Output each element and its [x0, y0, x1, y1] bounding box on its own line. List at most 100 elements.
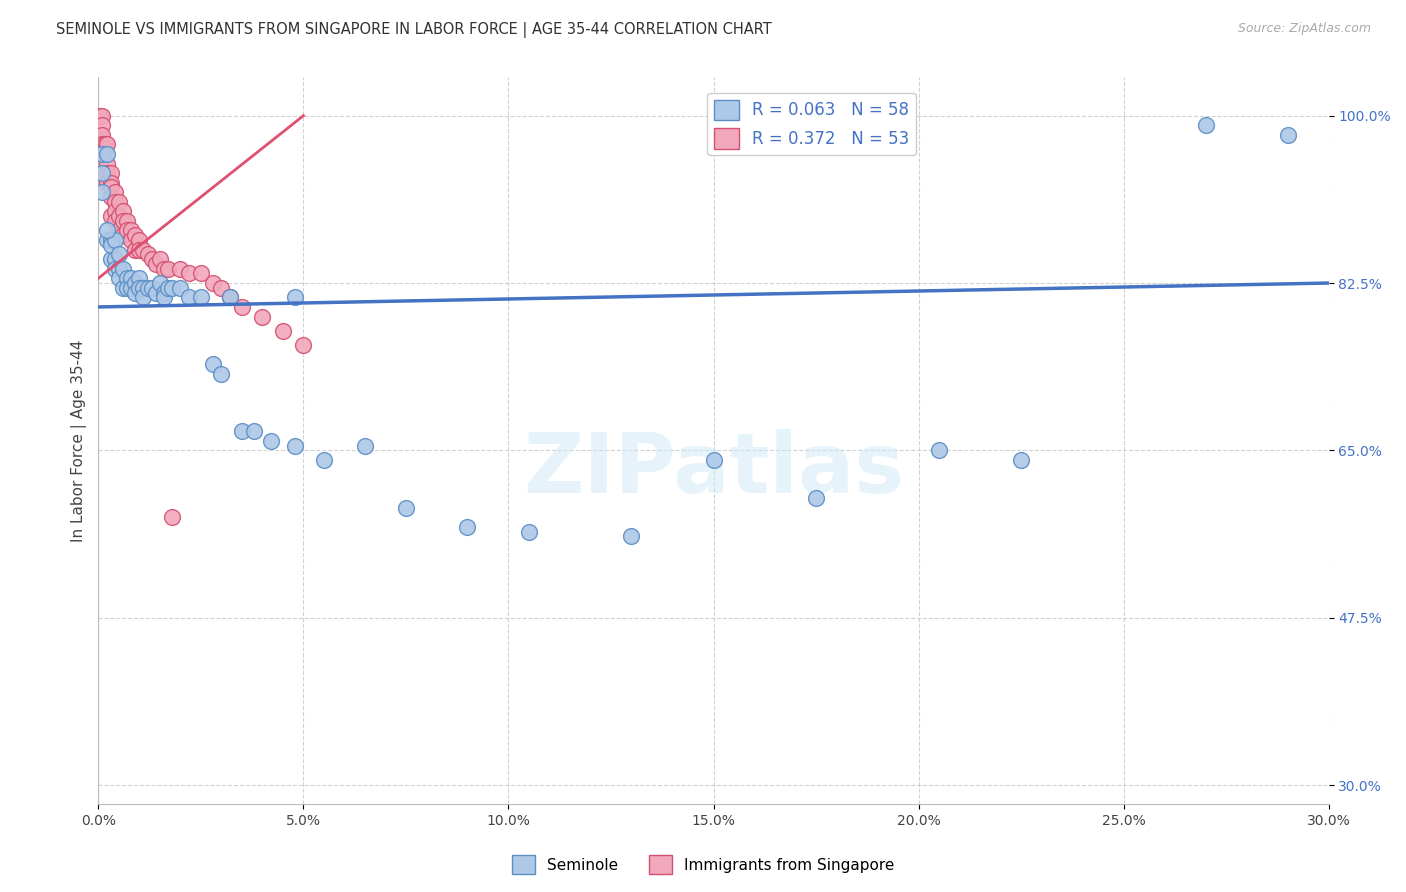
Point [104, 261, 127, 276]
Point [96, 156, 118, 170]
Point [312, 453, 335, 467]
Point [190, 267, 212, 281]
Point [149, 276, 172, 290]
Point [111, 228, 134, 243]
Point [115, 271, 138, 285]
Point [190, 290, 212, 304]
Point [100, 166, 122, 180]
Point [141, 252, 163, 267]
Point [177, 290, 200, 304]
Point [153, 261, 176, 276]
Point [100, 233, 122, 247]
Point [132, 243, 155, 257]
Point [702, 453, 724, 467]
Point [124, 285, 146, 300]
Point [157, 281, 180, 295]
Point [153, 290, 176, 304]
Point [108, 271, 131, 285]
Point [456, 520, 478, 534]
Point [104, 185, 127, 199]
Point [91, 185, 114, 199]
Point [89, 109, 111, 123]
Legend: R = 0.063   N = 58, R = 0.372   N = 53: R = 0.063 N = 58, R = 0.372 N = 53 [707, 93, 917, 155]
Point [115, 214, 138, 228]
Point [136, 247, 159, 261]
Point [111, 214, 134, 228]
Point [160, 281, 183, 295]
Point [517, 524, 540, 539]
Point [136, 281, 159, 295]
Point [231, 424, 253, 438]
Point [120, 271, 142, 285]
Point [96, 137, 118, 152]
Point [108, 194, 131, 209]
Point [218, 290, 240, 304]
Point [177, 267, 200, 281]
Point [209, 367, 232, 381]
Point [202, 276, 225, 290]
Text: SEMINOLE VS IMMIGRANTS FROM SINGAPORE IN LABOR FORCE | AGE 35-44 CORRELATION CHA: SEMINOLE VS IMMIGRANTS FROM SINGAPORE IN… [56, 22, 772, 38]
Point [928, 443, 950, 458]
Point [93, 142, 115, 156]
Point [1010, 453, 1032, 467]
Point [804, 491, 827, 506]
Point [395, 500, 418, 515]
Point [89, 128, 111, 142]
Point [100, 209, 122, 223]
Point [252, 310, 274, 324]
Point [231, 300, 253, 314]
Point [91, 137, 114, 152]
Point [271, 324, 294, 338]
Point [120, 223, 142, 237]
Point [149, 252, 172, 267]
Point [96, 233, 118, 247]
Point [104, 214, 127, 228]
Legend: Seminole, Immigrants from Singapore: Seminole, Immigrants from Singapore [506, 849, 900, 880]
Text: Source: ZipAtlas.com: Source: ZipAtlas.com [1237, 22, 1371, 36]
Point [145, 285, 167, 300]
Point [91, 109, 114, 123]
Point [100, 252, 122, 267]
Point [284, 290, 307, 304]
Point [115, 281, 138, 295]
Point [104, 194, 127, 209]
Point [145, 257, 167, 271]
Point [354, 439, 377, 453]
Point [209, 281, 232, 295]
Point [292, 338, 315, 352]
Point [120, 233, 142, 247]
Point [100, 237, 122, 252]
Point [128, 243, 150, 257]
Point [124, 276, 146, 290]
Point [104, 233, 127, 247]
Point [111, 204, 134, 219]
Point [108, 209, 131, 223]
Point [128, 281, 150, 295]
Point [128, 233, 150, 247]
Point [91, 118, 114, 132]
Point [100, 176, 122, 190]
Point [141, 281, 163, 295]
Point [111, 261, 134, 276]
Point [100, 180, 122, 194]
Point [124, 243, 146, 257]
Point [104, 204, 127, 219]
Point [169, 261, 191, 276]
Point [132, 290, 155, 304]
Point [202, 357, 225, 371]
Point [620, 529, 643, 543]
Point [91, 166, 114, 180]
Point [120, 281, 142, 295]
Point [259, 434, 281, 448]
Point [108, 261, 131, 276]
Point [218, 290, 240, 304]
Point [169, 281, 191, 295]
Point [153, 285, 176, 300]
Y-axis label: In Labor Force | Age 35-44: In Labor Force | Age 35-44 [72, 340, 87, 542]
Point [93, 137, 115, 152]
Point [157, 261, 180, 276]
Point [128, 271, 150, 285]
Point [115, 223, 138, 237]
Point [96, 176, 118, 190]
Point [96, 223, 118, 237]
